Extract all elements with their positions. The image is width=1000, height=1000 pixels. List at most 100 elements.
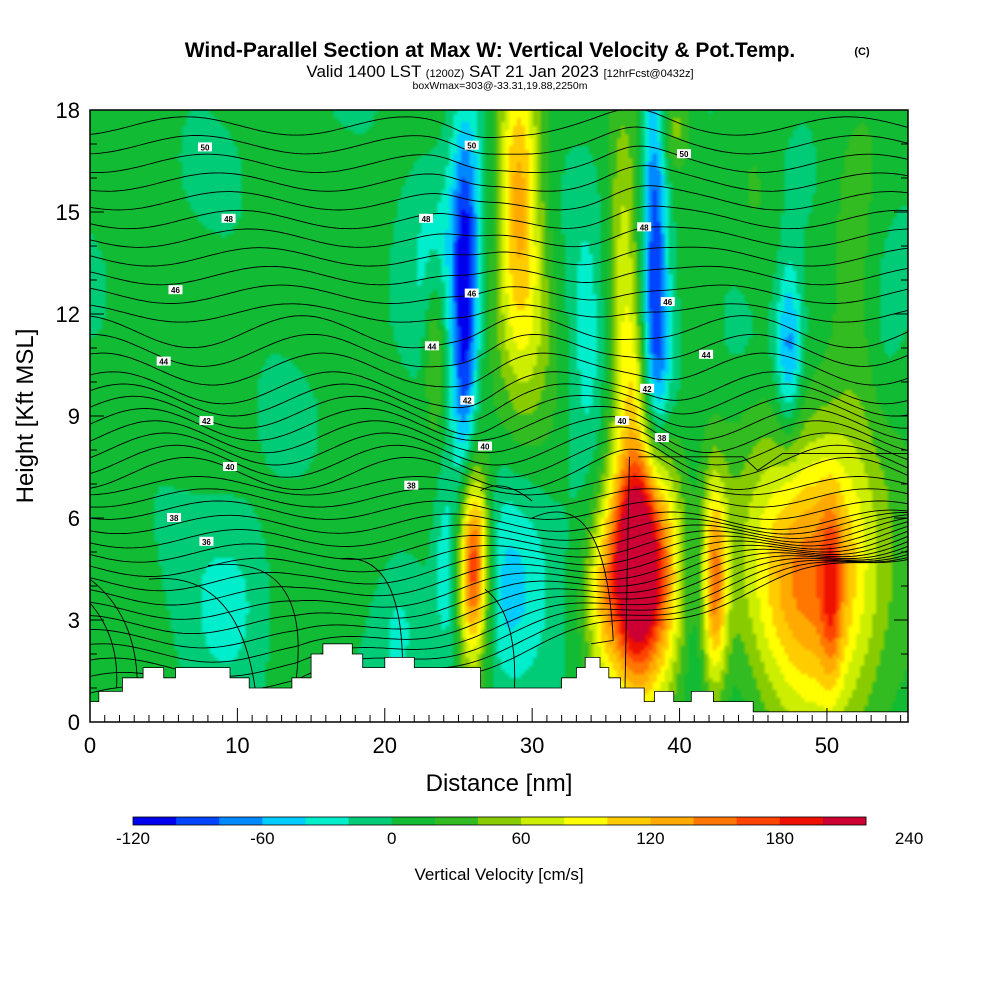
theta-contour-label-bg	[424, 341, 439, 351]
theta-contour-label: 44	[156, 356, 171, 367]
colorbar-label: 180	[766, 829, 794, 848]
theta-contour-label: 44	[424, 341, 439, 351]
theta-contour-line	[89, 284, 909, 304]
colorbar-swatch	[477, 817, 522, 825]
theta-contour-label-bg	[640, 383, 655, 393]
y-axis-title: Height [Kft MSL]	[12, 329, 39, 504]
theta-contour-label: 42	[640, 383, 655, 394]
colorbar-swatch	[434, 817, 479, 825]
theta-contour-label-bg	[477, 441, 492, 451]
theta-contour-label-text: 38	[170, 514, 179, 523]
chart-title-suffix: (C)	[854, 46, 870, 58]
theta-contour-line	[89, 352, 909, 388]
y-tick-label: 3	[68, 608, 80, 633]
theta-contour-line	[89, 437, 909, 478]
theta-contour-line	[89, 303, 909, 323]
subtitle-utc-time: (1200Z)	[426, 68, 465, 80]
theta-contour-label-bg	[404, 480, 419, 490]
theta-contour-label-text: 50	[467, 142, 476, 151]
theta-contour-label-bg	[615, 416, 630, 426]
colorbar-label: 60	[512, 829, 531, 848]
colorbar-swatch	[176, 817, 220, 825]
colorbar-label: 240	[895, 829, 923, 848]
theta-contour-label-text: 38	[407, 482, 416, 491]
colorbar-label: 120	[636, 829, 664, 848]
plot-area: 50 50 50 48 48 48 46 46 46 44 44 44 42 42 42 40 40 40 38 38…	[89, 109, 909, 723]
theta-contour-line	[89, 521, 909, 592]
chart-subtitle: Valid 1400 LST (1200Z) SAT 21 Jan 2023 […	[306, 62, 693, 81]
theta-contour-label-text: 48	[224, 215, 233, 224]
y-tick-label: 18	[56, 98, 80, 123]
colorbar-title: Vertical Velocity [cm/s]	[414, 865, 583, 884]
theta-contour-label: 36	[199, 536, 214, 547]
theta-contour-line	[89, 165, 909, 192]
colorbar-swatch	[779, 817, 824, 825]
theta-contour-label-text: 42	[643, 385, 652, 394]
theta-contour-label: 38	[167, 513, 182, 523]
theta-contour-label: 46	[168, 285, 183, 295]
theta-contour-line	[89, 530, 909, 620]
theta-contour-line	[531, 511, 614, 645]
theta-contour-label-bg	[460, 395, 475, 405]
x-tick-label: 40	[667, 733, 691, 758]
theta-contour-line	[340, 557, 403, 658]
theta-contour-line	[89, 226, 909, 248]
theta-contour-label: 48	[637, 222, 652, 232]
theta-contour-label-text: 40	[226, 463, 235, 472]
theta-contour-line	[89, 525, 909, 606]
theta-contour-label-bg	[637, 222, 652, 232]
theta-contour-label-text: 42	[463, 397, 472, 406]
theta-contour-label: 50	[676, 149, 691, 159]
theta-contour-label: 48	[221, 213, 236, 224]
colorbar-frame	[132, 816, 867, 826]
x-tick-label: 30	[520, 733, 544, 758]
theta-contour-line	[89, 395, 908, 436]
colorbar-swatch	[607, 817, 651, 825]
y-tick-label: 6	[68, 506, 80, 531]
theta-contour-label: 48	[419, 213, 434, 224]
theta-contour-line	[89, 535, 909, 635]
theta-contour-label-bg	[221, 213, 236, 223]
x-axis-title: Distance [nm]	[426, 770, 573, 797]
theta-contour-line	[89, 476, 909, 496]
theta-contour-label-text: 44	[702, 351, 711, 360]
theta-contour-line	[89, 371, 909, 409]
chart-subtitle-box: boxWmax=303@-33.31,19.88,2250m	[413, 80, 588, 92]
colorbar-swatch	[133, 817, 177, 825]
theta-contour-label-text: 44	[159, 358, 168, 367]
theta-contour-line	[89, 406, 909, 441]
y-tick-label: 0	[68, 710, 80, 735]
theta-contour-label: 46	[660, 297, 675, 307]
theta-contour-label-bg	[223, 462, 238, 471]
theta-contour-label-text: 36	[202, 538, 211, 547]
theta-contour-label-bg	[419, 213, 434, 223]
terrain-outline	[90, 643, 908, 713]
theta-contour-line	[89, 383, 909, 422]
theta-contour-label-bg	[168, 285, 183, 295]
subtitle-forecast: [12hrFcst@0432z]	[604, 68, 694, 80]
x-tick-label: 20	[373, 733, 397, 758]
theta-contour-label-text: 50	[680, 150, 689, 159]
theta-contour-label-bg	[199, 536, 214, 546]
theta-contour-line	[89, 205, 909, 230]
colorbar-swatch	[650, 817, 694, 825]
colorbar-swatch	[693, 817, 738, 825]
theta-contour-line	[90, 333, 909, 368]
colorbar-label: 0	[387, 829, 396, 848]
y-tick-label: 9	[68, 404, 80, 429]
theta-contour-line	[89, 578, 138, 678]
x-tick-label: 50	[815, 733, 839, 758]
y-tick-label: 12	[56, 302, 80, 327]
theta-contour-line	[89, 514, 909, 563]
theta-contour-line	[89, 246, 909, 267]
theta-contour-label: 40	[477, 441, 492, 452]
theta-contour-line	[89, 426, 909, 466]
colorbar-swatch	[736, 817, 781, 825]
theta-contour-label: 44	[699, 349, 714, 360]
potential-temperature-contour-labels: 50 50 50 48 48 48 46 46 46 44 44 44 42 42 42 40 40 40 38 38…	[156, 140, 714, 547]
theta-contour-line	[89, 545, 909, 663]
subtitle-valid-time: Valid 1400 LST	[306, 62, 425, 81]
theta-contour-label: 38	[404, 480, 419, 491]
